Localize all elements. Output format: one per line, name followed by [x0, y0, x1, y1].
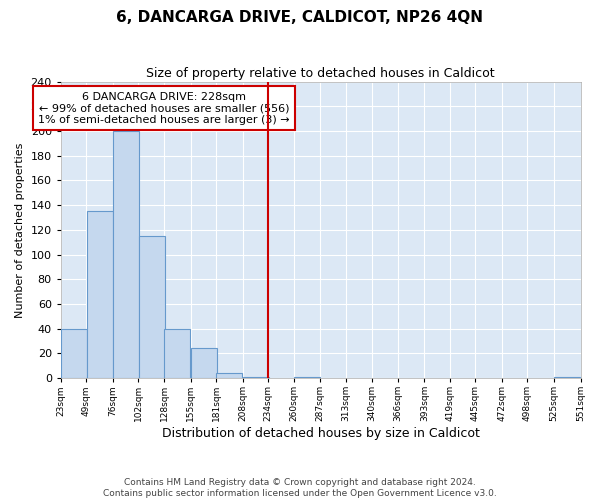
Text: 6 DANCARGA DRIVE: 228sqm
← 99% of detached houses are smaller (556)
1% of semi-d: 6 DANCARGA DRIVE: 228sqm ← 99% of detach… — [38, 92, 290, 124]
Bar — [86, 212, 113, 378]
Bar — [139, 236, 165, 378]
Bar — [216, 373, 242, 378]
Bar — [113, 131, 139, 378]
Bar — [243, 377, 269, 378]
Text: 6, DANCARGA DRIVE, CALDICOT, NP26 4QN: 6, DANCARGA DRIVE, CALDICOT, NP26 4QN — [116, 10, 484, 25]
X-axis label: Distribution of detached houses by size in Caldicot: Distribution of detached houses by size … — [162, 427, 479, 440]
Text: Contains HM Land Registry data © Crown copyright and database right 2024.
Contai: Contains HM Land Registry data © Crown c… — [103, 478, 497, 498]
Y-axis label: Number of detached properties: Number of detached properties — [15, 142, 25, 318]
Bar — [191, 348, 217, 378]
Bar — [294, 377, 320, 378]
Bar — [164, 328, 190, 378]
Bar — [61, 328, 87, 378]
Bar — [554, 377, 580, 378]
Title: Size of property relative to detached houses in Caldicot: Size of property relative to detached ho… — [146, 68, 495, 80]
